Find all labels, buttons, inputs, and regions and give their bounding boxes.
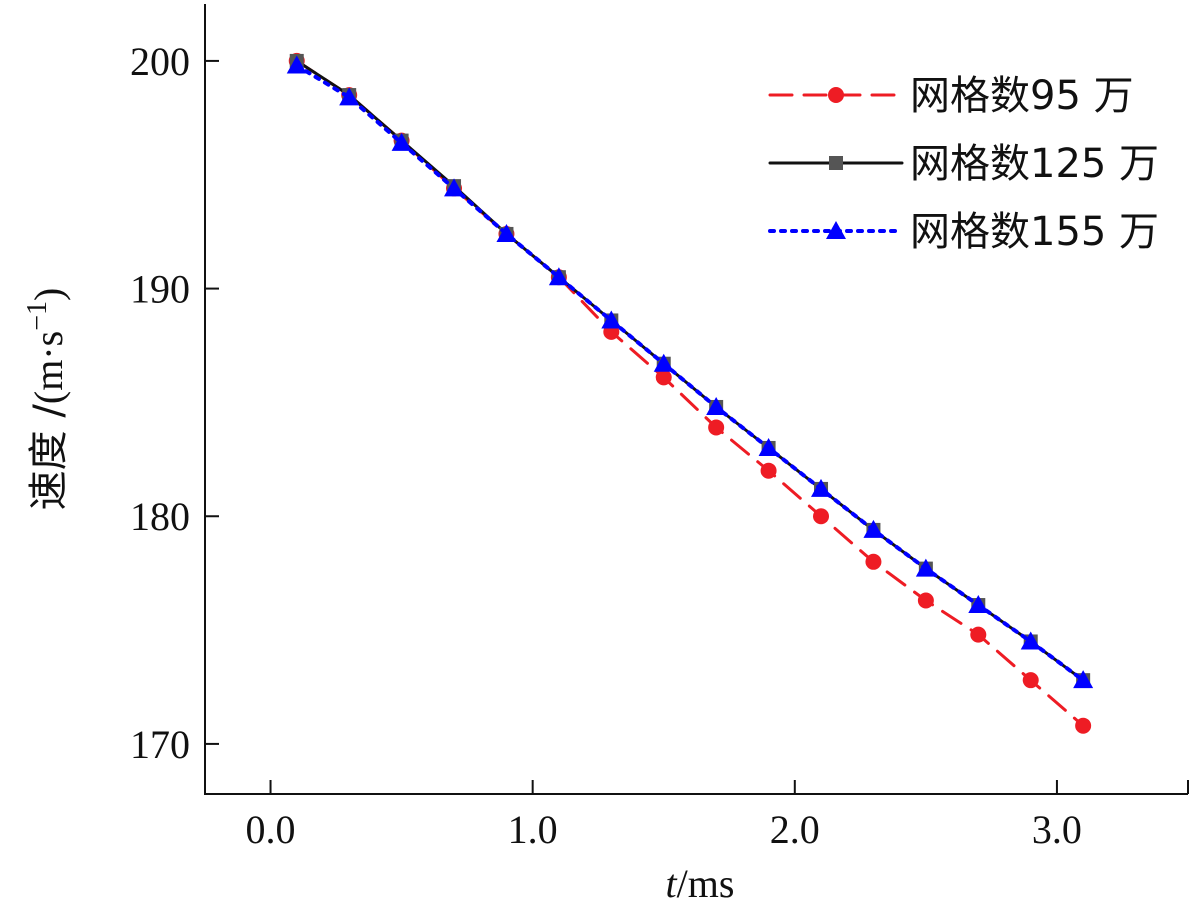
data-point: [970, 626, 987, 643]
x-axis-label-unit: /ms: [677, 861, 735, 906]
data-point: [339, 87, 360, 106]
legend-marker: [829, 156, 843, 170]
y-tick-label: 190: [130, 267, 190, 312]
x-axis-label: t/ms: [666, 861, 735, 906]
y-axis-label-close: ): [26, 288, 71, 301]
y-tick-label: 200: [130, 39, 190, 84]
data-point: [760, 462, 777, 479]
plot-frame-left-bottom: [204, 4, 1188, 795]
x-tick-label: 3.0: [1032, 807, 1082, 852]
data-point: [286, 55, 307, 74]
x-tick-label: 1.0: [508, 807, 558, 852]
legend-entry: 网格数155 万: [768, 209, 1159, 255]
data-point: [444, 178, 465, 197]
legend-entry: 网格数125 万: [768, 141, 1159, 187]
data-point: [813, 508, 830, 525]
data-point: [968, 595, 989, 614]
legend-marker: [828, 87, 844, 103]
y-axis-label-main: 速度 /: [26, 404, 72, 511]
data-point: [917, 592, 934, 609]
data-point: [863, 519, 884, 538]
data-point: [391, 132, 412, 151]
y-axis-label-unit: (m·s: [26, 331, 71, 404]
data-point: [1020, 631, 1041, 650]
y-tick-label: 180: [130, 494, 190, 539]
data-point: [548, 267, 569, 286]
legend-marker: [826, 221, 846, 239]
y-axis-label: 速度 /(m·s−1): [22, 288, 72, 511]
data-point: [601, 310, 622, 329]
series-3: [286, 55, 1094, 689]
y-axis-ticks: 170 180 190 200: [130, 39, 219, 767]
x-axis-ticks: 0.0 1.0 2.0 3.0: [246, 780, 1082, 852]
series-line: [295, 59, 1085, 728]
data-point: [496, 223, 517, 242]
data-point: [1075, 717, 1092, 734]
data-point: [655, 369, 672, 386]
legend-label: 网格数155 万: [910, 209, 1159, 255]
y-tick-label: 170: [130, 722, 190, 767]
series-layer: [286, 52, 1094, 734]
axes: [204, 4, 1189, 795]
data-point: [653, 353, 674, 372]
data-point: [865, 553, 882, 570]
data-point: [1022, 672, 1039, 689]
data-point: [706, 396, 727, 415]
x-tick-label: 0.0: [246, 807, 296, 852]
data-point: [915, 558, 936, 577]
data-point: [1073, 670, 1094, 689]
x-axis-label-italic: t: [666, 861, 678, 906]
data-point: [811, 478, 832, 497]
y-axis-label-superscript: −1: [22, 301, 53, 331]
data-point: [758, 437, 779, 456]
x-tick-label: 2.0: [770, 807, 820, 852]
legend-label: 网格数95 万: [910, 73, 1134, 119]
legend-label: 网格数125 万: [910, 141, 1159, 187]
legend-entry: 网格数95 万: [768, 73, 1134, 119]
series-line: [294, 63, 1086, 683]
data-point: [708, 419, 725, 436]
